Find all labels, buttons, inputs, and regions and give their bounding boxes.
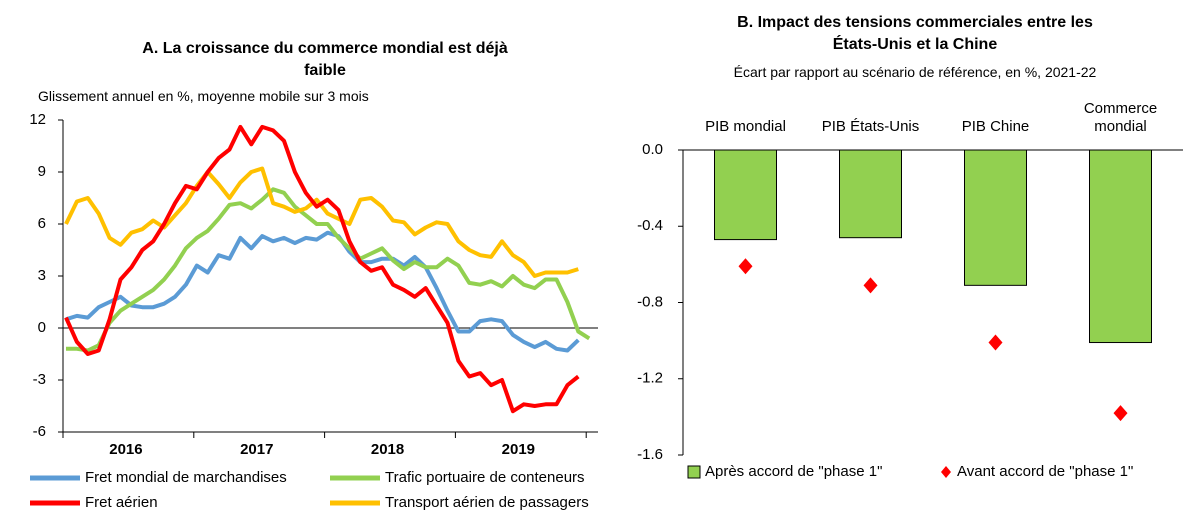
y-tick-label: 12 — [29, 111, 46, 128]
y-tick-label: 0 — [38, 319, 46, 336]
y-tick-label: 9 — [38, 163, 46, 180]
legend-label: Fret mondial de marchandises — [85, 469, 287, 486]
diamond-marker — [1113, 405, 1128, 422]
y-tick-label: 0.0 — [642, 141, 663, 158]
category-label: PIB Chine — [961, 118, 1030, 135]
category-label: Commerce mondial — [1083, 100, 1158, 135]
diamond-marker — [863, 277, 878, 294]
line-series — [65, 230, 580, 353]
chart-subtitle: Glissement annuel en %, moyenne mobile s… — [38, 88, 369, 104]
diamond-marker — [738, 258, 753, 275]
line-series — [66, 187, 591, 353]
legend-swatch — [687, 465, 701, 479]
legend-label: Fret aérien — [85, 494, 158, 511]
category-label: PIB États-Unis — [821, 118, 920, 135]
bar — [714, 149, 777, 241]
chart-title: A. La croissance du commerce mondial est… — [142, 40, 508, 79]
legend-label: Avant accord de "phase 1" — [957, 463, 1133, 480]
x-tick-label: 2016 — [109, 441, 142, 458]
y-tick-label: -1.6 — [637, 446, 663, 463]
diamond-marker — [988, 334, 1003, 351]
bar — [964, 149, 1027, 286]
y-tick-label: -1.2 — [637, 370, 663, 387]
legend-swatch — [941, 466, 951, 478]
bar — [1089, 149, 1152, 344]
chart-title: B. Impact des tensions commerciales entr… — [737, 14, 1093, 53]
bar — [839, 149, 902, 239]
category-label: PIB mondial — [705, 118, 786, 135]
y-tick-label: 6 — [38, 215, 46, 232]
chart-subtitle: Écart par rapport au scénario de référen… — [733, 64, 1097, 80]
x-tick-label: 2018 — [371, 441, 404, 458]
legend-label: Transport aérien de passagers — [385, 494, 589, 511]
x-tick-label: 2017 — [240, 441, 273, 458]
legend-label: Après accord de "phase 1" — [705, 463, 882, 480]
line-series — [64, 124, 580, 414]
legend-label: Trafic portuaire de conteneurs — [385, 469, 585, 486]
x-tick-label: 2019 — [502, 441, 535, 458]
y-tick-label: -3 — [33, 371, 46, 388]
line-series — [64, 166, 579, 278]
y-tick-label: -6 — [33, 423, 46, 440]
y-tick-label: -0.8 — [637, 293, 663, 310]
y-tick-label: -0.4 — [637, 217, 663, 234]
y-tick-label: 3 — [38, 267, 46, 284]
